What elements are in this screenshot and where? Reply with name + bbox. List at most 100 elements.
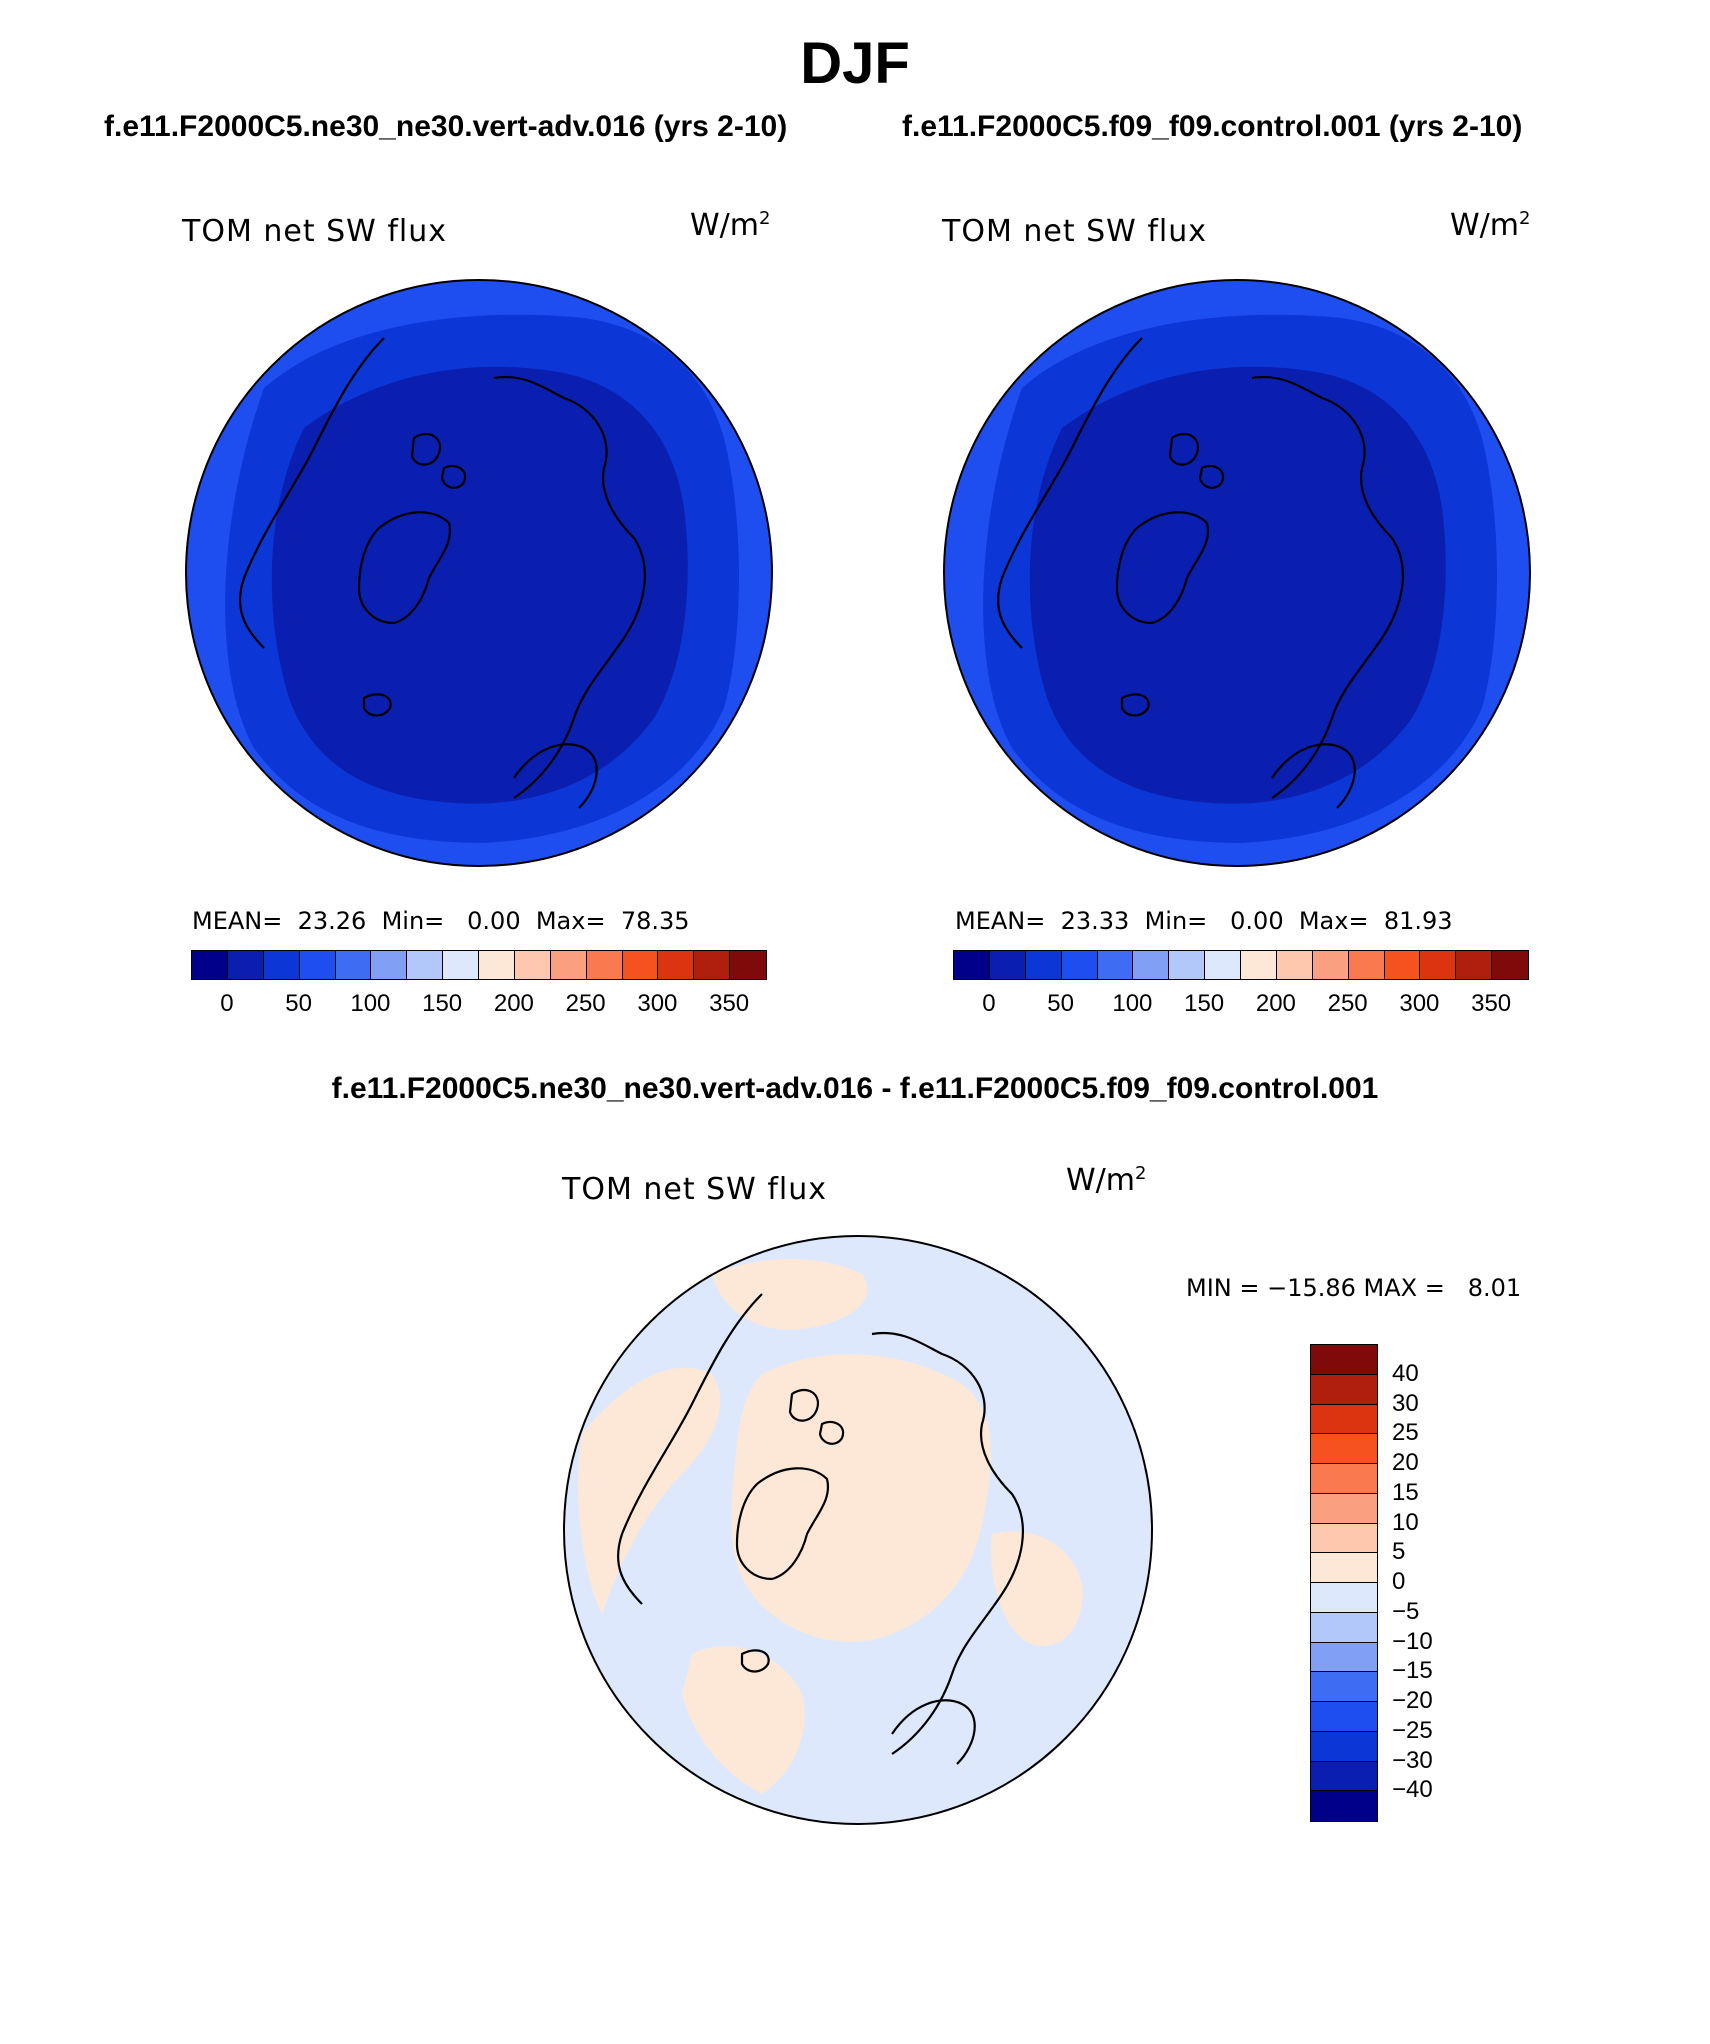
colorbar-box: [1384, 951, 1421, 979]
iceland-coast: [740, 1649, 770, 1673]
colorbar-tick-label: 0: [1392, 1568, 1406, 1595]
europe-coast: [1271, 743, 1356, 809]
colorbar-tick-label: 50: [285, 990, 312, 1017]
right-case-title: f.e11.F2000C5.f09_f09.control.001 (yrs 2…: [902, 110, 1523, 143]
north-america-coast: [997, 337, 1143, 649]
greenland-coast: [1115, 511, 1210, 625]
colorbar-tick-label: 5: [1392, 1538, 1406, 1566]
left-colorbar: [191, 950, 767, 980]
colorbar-box: [586, 951, 623, 979]
colorbar-box: [1311, 1642, 1377, 1673]
colorbar-box: [1311, 1553, 1377, 1583]
north-america-coast: [239, 337, 385, 649]
europe-coast: [513, 743, 598, 809]
colorbar-box: [622, 951, 659, 979]
colorbar-box: [1311, 1404, 1377, 1435]
diff-positive-region-north: [712, 1259, 868, 1330]
diff-positive-region-south: [682, 1646, 805, 1794]
colorbar-box: [1276, 951, 1313, 979]
colorbar-tick-label: 100: [1112, 990, 1153, 1017]
diff-positive-region-east: [991, 1531, 1083, 1646]
diff-polar-map: [562, 1234, 1154, 1826]
right-colorbar: [953, 950, 1529, 980]
eurasia-coast: [1251, 375, 1404, 799]
diff-case-title: f.e11.F2000C5.ne30_ne30.vert-adv.016 - f…: [331, 1072, 1379, 1105]
colorbar-tick-label: 50: [1047, 990, 1074, 1017]
colorbar-tick-label: 300: [1399, 990, 1440, 1017]
left-colorbar-ticks: 0 50 100 150 200 250 300 350: [191, 990, 765, 1020]
colorbar-tick-label: 200: [493, 990, 534, 1017]
colorbar-tick-label: 350: [1471, 990, 1512, 1017]
left-case-title: f.e11.F2000C5.ne30_ne30.vert-adv.016 (yr…: [104, 110, 788, 143]
left-units: W/m2: [690, 208, 771, 243]
colorbar-tick-label: −30: [1392, 1746, 1433, 1774]
colorbar-box: [1456, 951, 1493, 979]
right-variable-title: TOM net SW flux: [942, 214, 1208, 249]
colorbar-box: [1311, 1374, 1377, 1405]
colorbar-box: [1348, 951, 1385, 979]
colorbar-tick-label: −20: [1392, 1687, 1433, 1714]
europe-coast: [891, 1699, 976, 1765]
colorbar-box: [1311, 1731, 1377, 1762]
eurasia-coast: [493, 375, 646, 799]
map-inner-field: [1029, 366, 1446, 804]
figure-title: DJF: [800, 31, 910, 96]
colorbar-tick-label: 250: [1327, 990, 1368, 1017]
colorbar-tick-label: 150: [1184, 990, 1225, 1017]
colorbar-tick-label: 100: [350, 990, 391, 1017]
diff-stats: MIN = −15.86 MAX = 8.01: [1186, 1274, 1522, 1302]
right-stats: MEAN= 23.33 Min= 0.00 Max= 81.93: [955, 907, 1453, 935]
colorbar-box: [1311, 1672, 1377, 1702]
arctic-islands: [1168, 432, 1225, 489]
colorbar-box: [1169, 951, 1206, 979]
colorbar-box: [263, 951, 300, 979]
colorbar-tick-label: 350: [709, 990, 750, 1017]
colorbar-tick-label: 40: [1392, 1359, 1419, 1387]
right-colorbar-ticks: 0 50 100 150 200 250 300 350: [953, 990, 1527, 1020]
colorbar-box: [1311, 1791, 1377, 1821]
colorbar-box: [1311, 1523, 1377, 1554]
colorbar-tick-label: 10: [1392, 1508, 1419, 1536]
iceland-coast: [1120, 693, 1150, 717]
colorbar-box: [227, 951, 264, 979]
colorbar-box: [1241, 951, 1277, 979]
colorbar-tick-label: 20: [1392, 1449, 1419, 1476]
left-stats: MEAN= 23.26 Min= 0.00 Max= 78.35: [192, 907, 690, 935]
colorbar-box: [1061, 951, 1098, 979]
colorbar-box: [1311, 1702, 1377, 1732]
colorbar-tick-label: 200: [1255, 990, 1296, 1017]
colorbar-box: [954, 951, 990, 979]
colorbar-box: [989, 951, 1026, 979]
colorbar-box: [1205, 951, 1241, 979]
colorbar-box: [658, 951, 695, 979]
colorbar-box: [1312, 951, 1349, 979]
colorbar-box: [1311, 1464, 1377, 1494]
colorbar-tick-label: −15: [1392, 1657, 1433, 1685]
colorbar-tick-label: 0: [220, 990, 234, 1017]
diff-colorbar: [1310, 1344, 1378, 1822]
colorbar-tick-label: −40: [1392, 1776, 1433, 1804]
map-inner-field: [271, 366, 688, 804]
greenland-coast: [357, 511, 452, 625]
arctic-islands: [410, 432, 467, 489]
diff-colorbar-ticks: 40 30 25 20 15 10 5 0 −5 −10 −15 −20 −25 −30 −40: [1392, 1344, 1472, 1820]
colorbar-box: [694, 951, 731, 979]
colorbar-box: [335, 951, 372, 979]
colorbar-tick-label: −5: [1392, 1597, 1420, 1625]
colorbar-tick-label: 25: [1392, 1419, 1419, 1447]
north-america-coast: [617, 1293, 763, 1605]
colorbar-box: [1420, 951, 1457, 979]
map-boundary: [563, 1235, 1153, 1825]
diff-positive-region-central: [731, 1354, 991, 1642]
colorbar-box: [192, 951, 228, 979]
arctic-islands: [788, 1388, 845, 1445]
colorbar-tick-label: 15: [1392, 1478, 1419, 1506]
colorbar-box: [479, 951, 515, 979]
colorbar-box: [443, 951, 479, 979]
colorbar-tick-label: −25: [1392, 1716, 1433, 1744]
colorbar-box: [1025, 951, 1062, 979]
colorbar-box: [514, 951, 551, 979]
colorbar-box: [1311, 1345, 1377, 1375]
colorbar-tick-label: 0: [982, 990, 996, 1017]
colorbar-box: [1311, 1761, 1377, 1792]
